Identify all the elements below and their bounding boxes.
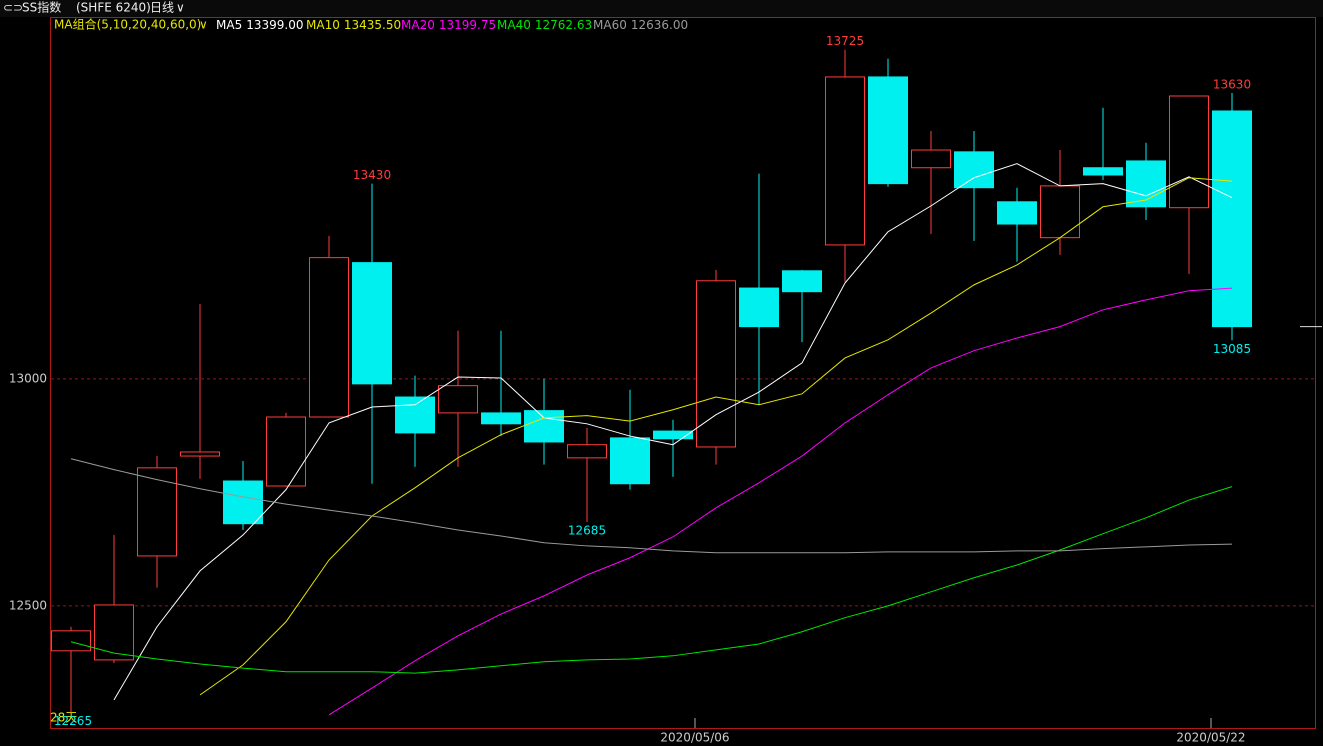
- window-icon: ⊂⊃: [3, 1, 23, 15]
- x-tick-label: 2020/05/22: [1176, 731, 1245, 745]
- candle-body: [1169, 95, 1209, 209]
- candle-body: [266, 416, 306, 487]
- candle-body: [610, 437, 650, 485]
- legend-name: MA20: [401, 18, 435, 32]
- legend-name: MA40: [497, 18, 531, 32]
- candle-body: [137, 467, 177, 557]
- candle-body: [352, 262, 392, 385]
- chart-title: SS指数: [22, 0, 61, 15]
- candle-body: [868, 76, 908, 185]
- candle-body: [825, 76, 865, 246]
- low-label: 12685: [568, 523, 606, 537]
- plot-border: [50, 17, 1316, 729]
- dropdown-arrow[interactable]: ∨: [176, 1, 185, 15]
- candles: [51, 49, 1252, 713]
- candle-body: [94, 604, 134, 661]
- candle-body: [1083, 167, 1123, 176]
- candle-body: [51, 630, 91, 652]
- ma-group-label[interactable]: MA组合(5,10,20,40,60,0): [54, 17, 201, 32]
- ma-line: [113, 163, 1233, 701]
- candle-body: [653, 430, 693, 440]
- legend-value: 13399.00: [246, 18, 303, 32]
- candle-body: [782, 270, 822, 293]
- candle-body: [395, 396, 435, 434]
- dropdown-arrow[interactable]: ∨: [199, 18, 208, 32]
- candle-body: [1040, 185, 1080, 239]
- x-tick-label: 2020/05/06: [660, 731, 729, 745]
- candle-body: [954, 151, 994, 189]
- legend: MA5 13399.00 MA10 13435.50MA20 13199.75MA40 1…: [216, 18, 688, 32]
- period-selector[interactable]: 日线: [150, 1, 174, 15]
- title-bar: [0, 0, 1323, 17]
- candle-body: [309, 257, 349, 418]
- legend-name: MA5: [216, 18, 242, 32]
- legend-value: 13435.50: [344, 18, 401, 32]
- candle-body: [739, 287, 779, 328]
- legend-value: 12636.00: [631, 18, 688, 32]
- candle-body: [438, 385, 478, 414]
- candle-body: [997, 201, 1037, 225]
- candle-body: [911, 149, 951, 169]
- candle-body: [1212, 110, 1252, 328]
- candle-body: [1126, 160, 1166, 208]
- ma-line: [70, 486, 1233, 674]
- y-tick-label: 12500: [9, 598, 47, 612]
- candle-body: [696, 280, 736, 448]
- high-label: 13725: [826, 34, 864, 48]
- low-label: 13085: [1213, 342, 1251, 356]
- high-label: 13630: [1213, 77, 1251, 91]
- candle-body: [524, 410, 564, 443]
- candle-body: [567, 444, 607, 459]
- candle-body: [481, 412, 521, 425]
- candle-body: [223, 480, 263, 525]
- ma-line: [70, 458, 1233, 554]
- y-tick-label: 13000: [9, 371, 47, 385]
- candle-body: [180, 451, 220, 457]
- ma-lines: [70, 163, 1233, 716]
- legend-name: MA60: [593, 18, 627, 32]
- legend-value: 12762.63: [535, 18, 592, 32]
- legend-name: MA10: [306, 18, 340, 32]
- low-label: 12265: [54, 714, 92, 728]
- chart-subtitle: (SHFE 6240): [76, 1, 151, 15]
- legend-value: 13199.75: [439, 18, 496, 32]
- ma-line: [328, 287, 1233, 716]
- high-label: 13430: [353, 168, 391, 182]
- corner-text: 28天: [50, 711, 77, 725]
